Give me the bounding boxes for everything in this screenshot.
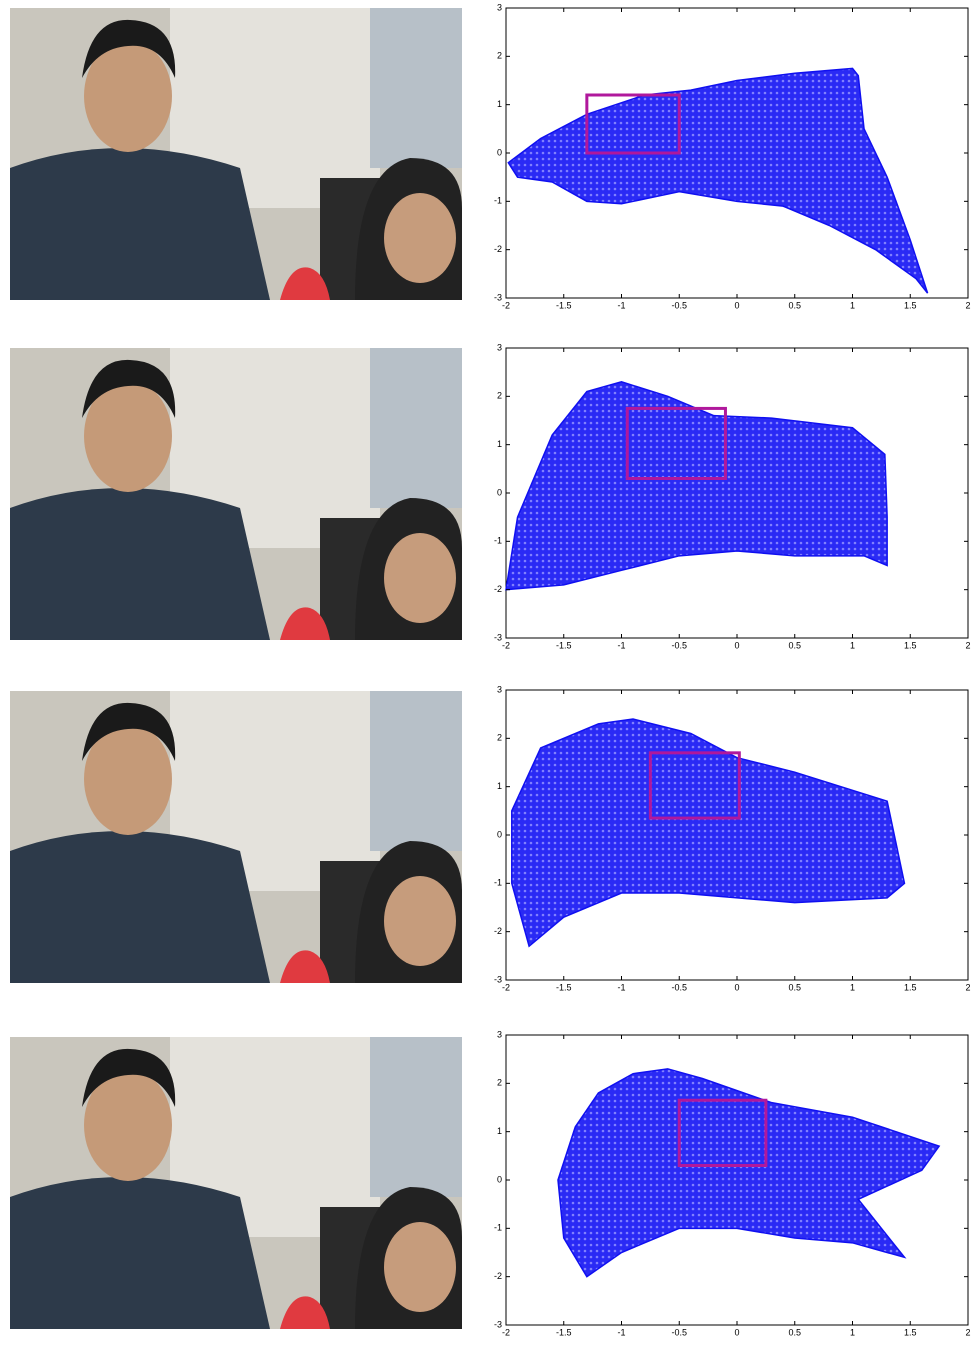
y-tick-label: -2 xyxy=(494,584,502,594)
y-tick-label: -2 xyxy=(494,244,502,254)
x-tick-label: -2 xyxy=(502,640,510,650)
x-tick-label: -0.5 xyxy=(671,1327,687,1337)
x-tick-label: -1 xyxy=(617,982,625,992)
y-tick-label: 1 xyxy=(497,1126,502,1136)
x-tick-label: 0.5 xyxy=(788,982,801,992)
y-tick-label: -2 xyxy=(494,926,502,936)
y-tick-label: -2 xyxy=(494,1271,502,1281)
x-tick-label: 1.5 xyxy=(904,1327,917,1337)
x-tick-label: 0 xyxy=(734,982,739,992)
x-tick-label: 1 xyxy=(850,640,855,650)
x-tick-label: 2 xyxy=(965,982,970,992)
x-tick-label: -2 xyxy=(502,1327,510,1337)
x-tick-label: 0.5 xyxy=(788,640,801,650)
figure: -2-1.5-1-0.500.511.52-3-2-10123-2-1.5-1-… xyxy=(0,0,977,1346)
y-tick-label: 2 xyxy=(497,1078,502,1088)
x-tick-label: -1.5 xyxy=(556,1327,572,1337)
y-tick-label: 0 xyxy=(497,147,502,157)
x-tick-label: 0 xyxy=(734,300,739,310)
y-tick-label: 3 xyxy=(497,684,502,694)
x-tick-label: -1 xyxy=(617,640,625,650)
y-tick-label: -1 xyxy=(494,878,502,888)
x-tick-label: -0.5 xyxy=(671,300,687,310)
x-tick-label: 2 xyxy=(965,640,970,650)
y-tick-label: 1 xyxy=(497,781,502,791)
y-tick-label: 1 xyxy=(497,439,502,449)
y-tick-label: 3 xyxy=(497,342,502,352)
y-tick-label: 1 xyxy=(497,99,502,109)
y-tick-label: -3 xyxy=(494,292,502,302)
x-tick-label: -1.5 xyxy=(556,300,572,310)
photo xyxy=(10,1037,462,1329)
x-tick-label: 1 xyxy=(850,1327,855,1337)
x-tick-label: -1.5 xyxy=(556,640,572,650)
y-tick-label: -3 xyxy=(494,1319,502,1329)
y-tick-label: 0 xyxy=(497,829,502,839)
x-tick-label: -1 xyxy=(617,300,625,310)
y-tick-label: 2 xyxy=(497,51,502,61)
x-tick-label: 2 xyxy=(965,300,970,310)
y-tick-label: -3 xyxy=(494,632,502,642)
y-tick-label: -1 xyxy=(494,1223,502,1233)
x-tick-label: -1 xyxy=(617,1327,625,1337)
photo xyxy=(10,8,462,300)
y-tick-label: -1 xyxy=(494,536,502,546)
x-tick-label: 1.5 xyxy=(904,982,917,992)
photo xyxy=(10,348,462,640)
x-tick-label: -2 xyxy=(502,300,510,310)
x-tick-label: 1 xyxy=(850,982,855,992)
x-tick-label: 1.5 xyxy=(904,300,917,310)
x-tick-label: 2 xyxy=(965,1327,970,1337)
x-tick-label: 0.5 xyxy=(788,300,801,310)
photo xyxy=(10,691,462,983)
y-tick-label: 2 xyxy=(497,391,502,401)
y-tick-label: 2 xyxy=(497,733,502,743)
y-tick-label: 0 xyxy=(497,1174,502,1184)
x-tick-label: 1 xyxy=(850,300,855,310)
x-tick-label: 0 xyxy=(734,640,739,650)
y-tick-label: -3 xyxy=(494,974,502,984)
x-tick-label: -1.5 xyxy=(556,982,572,992)
x-tick-label: -0.5 xyxy=(671,982,687,992)
x-tick-label: 1.5 xyxy=(904,640,917,650)
y-tick-label: -1 xyxy=(494,196,502,206)
y-tick-label: 3 xyxy=(497,2,502,12)
x-tick-label: -2 xyxy=(502,982,510,992)
y-tick-label: 0 xyxy=(497,487,502,497)
x-tick-label: -0.5 xyxy=(671,640,687,650)
y-tick-label: 3 xyxy=(497,1029,502,1039)
x-tick-label: 0 xyxy=(734,1327,739,1337)
x-tick-label: 0.5 xyxy=(788,1327,801,1337)
